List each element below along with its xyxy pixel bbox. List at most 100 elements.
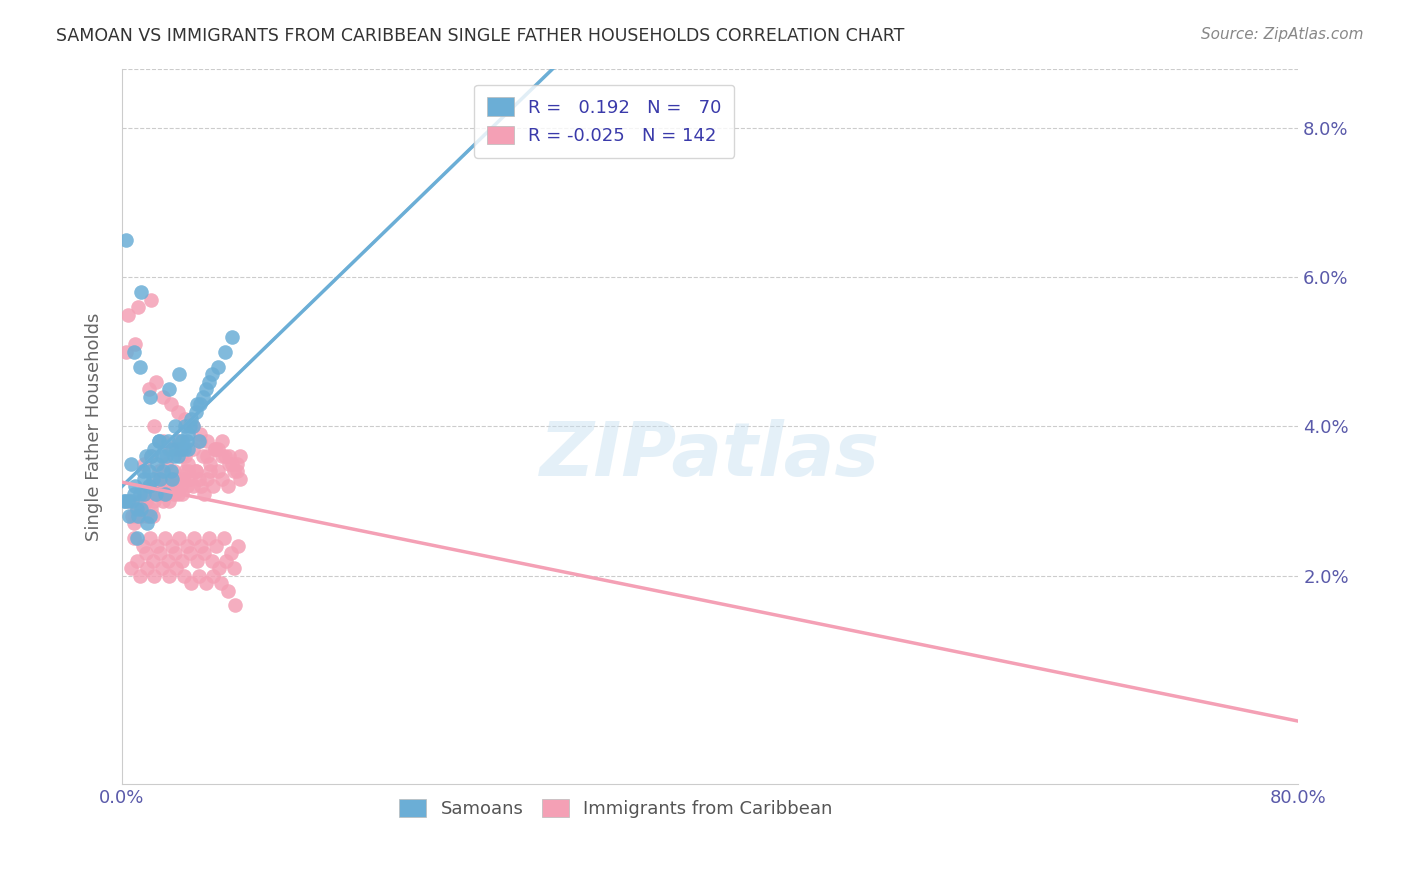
Point — [169, 368, 191, 382]
Point — [112, 494, 135, 508]
Point — [204, 442, 226, 456]
Point — [155, 479, 177, 493]
Point — [125, 501, 148, 516]
Point — [120, 457, 142, 471]
Point — [226, 539, 249, 553]
Point — [221, 330, 243, 344]
Point — [153, 486, 176, 500]
Point — [124, 337, 146, 351]
Point — [122, 345, 145, 359]
Point — [139, 486, 162, 500]
Point — [155, 457, 177, 471]
Point — [150, 450, 173, 464]
Text: Source: ZipAtlas.com: Source: ZipAtlas.com — [1201, 27, 1364, 42]
Point — [152, 434, 174, 449]
Point — [214, 345, 236, 359]
Point — [225, 464, 247, 478]
Point — [187, 434, 209, 449]
Point — [181, 479, 204, 493]
Point — [211, 472, 233, 486]
Point — [150, 486, 173, 500]
Point — [117, 308, 139, 322]
Point — [160, 472, 183, 486]
Point — [217, 479, 239, 493]
Point — [132, 486, 155, 500]
Point — [225, 457, 247, 471]
Point — [142, 472, 165, 486]
Point — [139, 508, 162, 523]
Point — [128, 359, 150, 374]
Point — [174, 412, 197, 426]
Point — [143, 494, 166, 508]
Point — [228, 450, 250, 464]
Point — [146, 479, 169, 493]
Text: SAMOAN VS IMMIGRANTS FROM CARIBBEAN SINGLE FATHER HOUSEHOLDS CORRELATION CHART: SAMOAN VS IMMIGRANTS FROM CARIBBEAN SING… — [56, 27, 904, 45]
Point — [194, 382, 217, 396]
Point — [159, 479, 181, 493]
Point — [160, 472, 183, 486]
Point — [148, 464, 170, 478]
Point — [191, 450, 214, 464]
Point — [129, 508, 152, 523]
Point — [163, 419, 186, 434]
Point — [193, 486, 215, 500]
Point — [174, 419, 197, 434]
Point — [152, 390, 174, 404]
Point — [122, 532, 145, 546]
Point — [174, 450, 197, 464]
Point — [141, 450, 163, 464]
Point — [212, 532, 235, 546]
Point — [132, 486, 155, 500]
Point — [190, 539, 212, 553]
Point — [131, 464, 153, 478]
Text: ZIPatlas: ZIPatlas — [540, 418, 880, 491]
Point — [184, 404, 207, 418]
Point — [138, 479, 160, 493]
Point — [181, 419, 204, 434]
Point — [163, 546, 186, 560]
Point — [149, 479, 172, 493]
Point — [176, 539, 198, 553]
Point — [195, 450, 218, 464]
Point — [218, 457, 240, 471]
Point — [129, 501, 152, 516]
Point — [127, 300, 149, 314]
Point — [157, 382, 180, 396]
Point — [163, 472, 186, 486]
Point — [153, 532, 176, 546]
Point — [176, 479, 198, 493]
Point — [122, 516, 145, 531]
Point — [172, 434, 194, 449]
Point — [222, 561, 245, 575]
Point — [218, 450, 240, 464]
Point — [138, 464, 160, 478]
Point — [194, 576, 217, 591]
Point — [202, 568, 225, 582]
Point — [143, 442, 166, 456]
Point — [115, 233, 138, 247]
Point — [173, 472, 195, 486]
Point — [170, 442, 193, 456]
Point — [150, 561, 173, 575]
Point — [190, 479, 212, 493]
Point — [195, 434, 218, 449]
Point — [127, 508, 149, 523]
Point — [202, 479, 225, 493]
Point — [188, 426, 211, 441]
Point — [136, 561, 159, 575]
Point — [205, 539, 228, 553]
Point — [135, 450, 157, 464]
Point — [224, 599, 246, 613]
Point — [146, 539, 169, 553]
Point — [120, 561, 142, 575]
Point — [159, 397, 181, 411]
Point — [177, 457, 200, 471]
Point — [200, 464, 222, 478]
Point — [138, 479, 160, 493]
Point — [166, 561, 188, 575]
Point — [127, 508, 149, 523]
Point — [152, 494, 174, 508]
Point — [179, 419, 201, 434]
Point — [222, 464, 245, 478]
Point — [193, 546, 215, 560]
